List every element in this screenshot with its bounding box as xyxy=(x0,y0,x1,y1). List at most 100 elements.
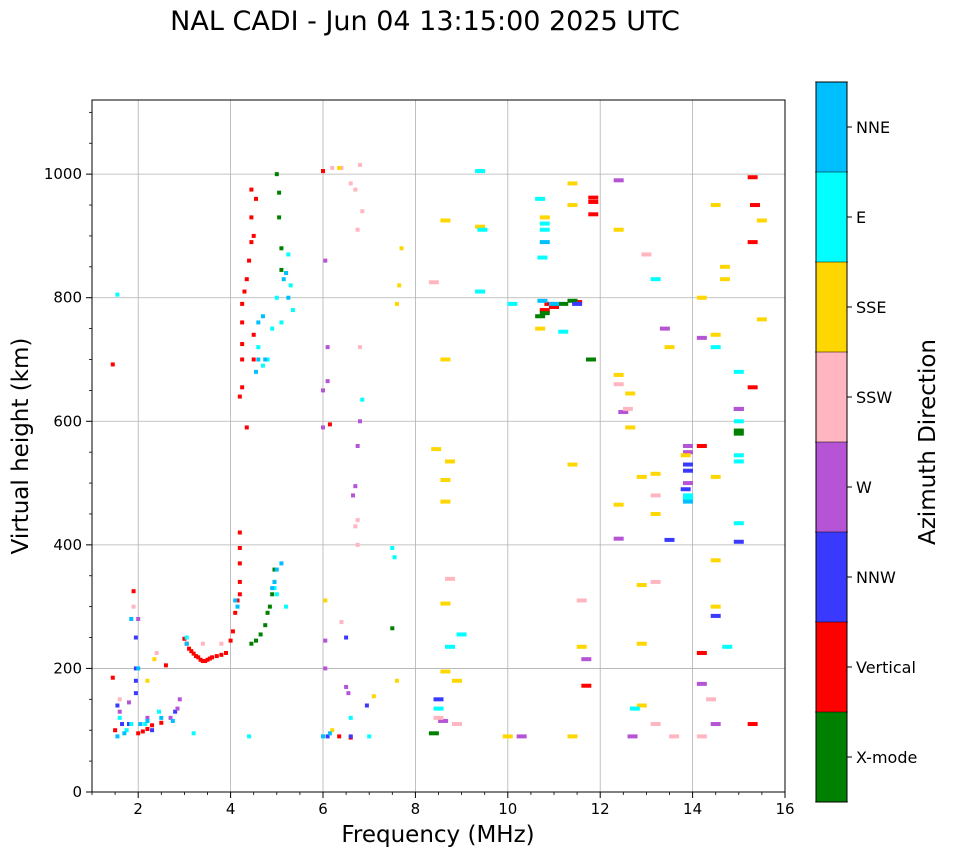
echo-point xyxy=(270,326,275,331)
echo-point xyxy=(682,481,693,486)
echo-point xyxy=(392,555,397,560)
echo-point xyxy=(394,301,399,306)
echo-point xyxy=(445,459,456,464)
echo-point xyxy=(154,650,159,655)
echo-point xyxy=(323,598,328,603)
echo-point xyxy=(357,419,362,424)
echo-point xyxy=(475,289,486,294)
echo-point xyxy=(256,320,261,325)
echo-point xyxy=(696,734,707,739)
echo-point xyxy=(431,447,442,452)
echo-point xyxy=(258,632,263,637)
echo-point xyxy=(440,499,451,504)
echo-point xyxy=(682,468,693,473)
echo-point xyxy=(133,691,138,696)
echo-point xyxy=(184,641,189,646)
echo-point xyxy=(502,734,513,739)
echo-point xyxy=(120,722,125,727)
echo-point xyxy=(682,493,693,498)
echo-point xyxy=(588,195,599,200)
echo-point xyxy=(696,444,707,448)
echo-point xyxy=(207,656,212,661)
echo-point xyxy=(451,722,462,727)
echo-point xyxy=(177,697,182,702)
series-nnw xyxy=(115,301,744,739)
series-nne xyxy=(115,240,693,739)
echo-point xyxy=(756,317,767,322)
echo-point xyxy=(710,332,721,337)
echo-point xyxy=(263,623,268,628)
echo-point xyxy=(613,536,624,541)
echo-point xyxy=(260,363,265,368)
echo-point xyxy=(240,301,245,306)
echo-point xyxy=(733,428,744,433)
echo-point xyxy=(567,734,578,739)
echo-point xyxy=(390,626,395,631)
echo-point xyxy=(733,369,744,374)
echo-point xyxy=(214,654,219,659)
echo-point xyxy=(235,598,240,603)
echo-point xyxy=(650,579,661,584)
echo-point xyxy=(749,203,760,208)
echo-point xyxy=(152,657,157,662)
echo-point xyxy=(747,722,758,727)
echo-point xyxy=(733,431,744,436)
echo-point xyxy=(539,240,550,245)
echo-point xyxy=(360,209,365,214)
echo-point xyxy=(339,620,344,625)
echo-point xyxy=(237,394,242,399)
echo-point xyxy=(539,215,550,220)
echo-point xyxy=(535,314,546,319)
echo-point xyxy=(145,715,150,720)
echo-point xyxy=(200,659,205,664)
echo-point xyxy=(279,561,284,566)
echo-point xyxy=(613,227,624,232)
echo-point xyxy=(636,474,647,479)
echo-point xyxy=(710,474,721,479)
echo-point xyxy=(747,385,758,390)
echo-point xyxy=(233,610,238,615)
echo-point xyxy=(539,308,550,313)
echo-point xyxy=(428,731,439,736)
echo-point xyxy=(237,579,242,584)
echo-point xyxy=(627,734,638,739)
colorbar-segment xyxy=(816,82,847,172)
x-tick-label: 14 xyxy=(683,800,702,818)
echo-point xyxy=(323,666,328,671)
echo-point xyxy=(254,369,259,374)
echo-point xyxy=(115,734,120,739)
echo-point xyxy=(445,576,456,581)
echo-point xyxy=(126,722,131,727)
x-tick-label: 12 xyxy=(591,800,610,818)
echo-point xyxy=(337,165,342,170)
echo-point xyxy=(237,561,242,566)
colorbar-frame xyxy=(815,81,848,803)
echo-point xyxy=(267,604,272,609)
echo-point xyxy=(249,215,254,220)
echo-point xyxy=(567,181,578,186)
echo-point xyxy=(539,311,550,316)
echo-point xyxy=(650,511,661,516)
echo-point xyxy=(613,372,624,377)
echo-point xyxy=(710,203,721,208)
echo-point xyxy=(710,722,721,727)
echo-point xyxy=(537,298,548,303)
series-sse xyxy=(145,165,767,739)
echo-point xyxy=(394,678,399,683)
echo-point xyxy=(390,545,395,550)
echo-point xyxy=(113,728,118,733)
echo-point xyxy=(279,267,284,272)
echo-point xyxy=(286,295,291,300)
series-e xyxy=(115,169,744,739)
echo-point xyxy=(733,406,744,411)
echo-point xyxy=(117,715,122,720)
echo-point xyxy=(445,644,456,649)
x-tick-label: 4 xyxy=(226,800,236,818)
echo-point xyxy=(240,385,245,390)
echo-point xyxy=(263,357,268,362)
echo-points xyxy=(110,162,767,740)
echo-point xyxy=(136,731,141,736)
echo-point xyxy=(240,342,245,347)
echo-point xyxy=(710,613,721,618)
